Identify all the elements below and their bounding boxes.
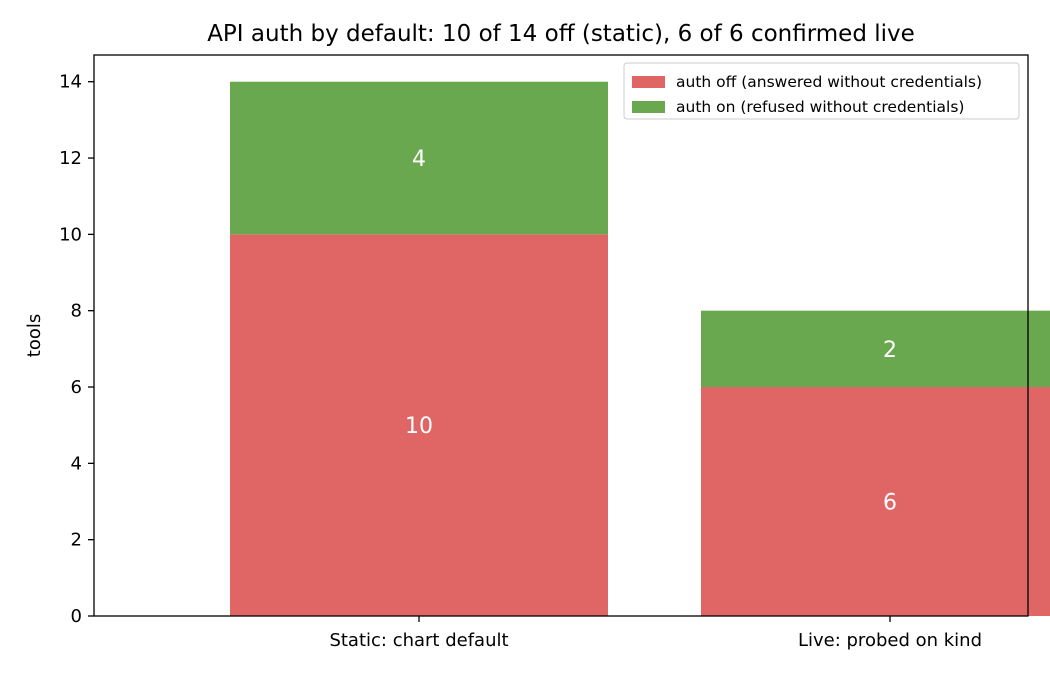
legend-box — [623, 62, 1020, 120]
legend-entry: auth on (refused without credentials) — [676, 98, 964, 116]
y-tick-label: 8 — [71, 301, 82, 322]
bar-auth-off-0 — [230, 234, 608, 616]
bar-auth-on-0 — [230, 81, 608, 235]
legend-swatch — [632, 101, 665, 113]
plot-area: 10 4 6 2 0 2 4 6 8 10 12 14 Static: chart default Liv… — [59, 54, 1050, 651]
legend: auth off (answered without credentials) a… — [623, 62, 1020, 120]
y-tick-label: 2 — [71, 530, 82, 551]
bar-value-label: 4 — [412, 147, 426, 172]
x-tick-label: Live: probed on kind — [798, 630, 982, 651]
legend-entry: auth off (answered without credentials) — [676, 73, 982, 91]
y-tick-label: 10 — [59, 224, 82, 245]
axes-frame — [93, 54, 1029, 617]
y-tick-label: 4 — [71, 453, 82, 474]
y-tick-label: 6 — [71, 377, 82, 398]
bar-value-label: 2 — [883, 338, 897, 363]
y-tick-label: 12 — [59, 148, 82, 169]
bar-value-label: 6 — [883, 491, 897, 516]
chart-title: API auth by default: 10 of 14 off (stati… — [207, 21, 915, 47]
x-tick-label: Static: chart default — [329, 630, 508, 651]
y-tick-label: 0 — [71, 606, 82, 627]
bar-value-label: 10 — [405, 414, 433, 439]
bar-auth-off-1 — [701, 387, 1050, 616]
y-axis-label: tools — [24, 314, 45, 357]
legend-swatch — [632, 76, 665, 88]
y-tick-label: 14 — [59, 72, 82, 93]
bar-auth-on-1 — [701, 310, 1050, 388]
